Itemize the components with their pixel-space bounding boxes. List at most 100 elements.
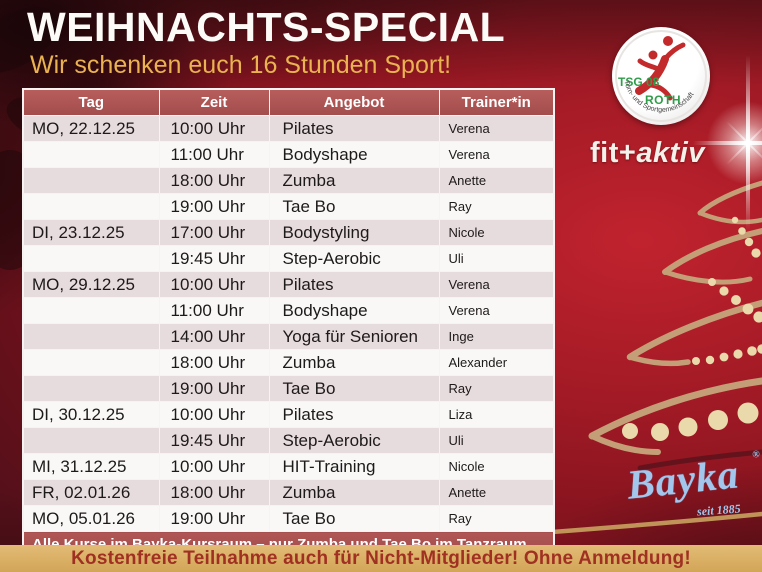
table-row: DI, 30.12.25 10:00 Uhr Pilates Liza (22, 401, 555, 428)
schedule-table: Tag Zeit Angebot Trainer*in MO, 22.12.25… (22, 88, 555, 559)
table-row: 19:45 Uhr Step-Aerobic Uli (22, 427, 555, 454)
cell-zeit: 19:45 Uhr (158, 245, 270, 272)
cell-angebot: Pilates (268, 115, 440, 142)
cell-trainer: Liza (438, 401, 555, 428)
fit-aktiv-logo: fit+aktiv (590, 137, 705, 170)
cell-tag (22, 349, 160, 376)
cell-trainer: Inge (438, 323, 555, 350)
cell-tag (22, 297, 160, 324)
cell-tag: DI, 30.12.25 (22, 401, 160, 428)
table-row: MO, 22.12.25 10:00 Uhr Pilates Verena (22, 115, 555, 142)
cell-angebot: Tae Bo (268, 375, 440, 402)
cell-trainer: Ray (438, 505, 555, 532)
fit-aktiv-prefix: fit+ (590, 137, 637, 169)
column-header-tag: Tag (22, 88, 160, 116)
table-row: 19:00 Uhr Tae Bo Ray (22, 375, 555, 402)
bayka-name: Bayka (624, 450, 742, 508)
cell-zeit: 19:00 Uhr (158, 375, 270, 402)
cell-tag: FR, 02.01.26 (22, 479, 160, 506)
cell-tag (22, 323, 160, 350)
page-title: WEIHNACHTS-SPECIAL (27, 4, 506, 50)
cell-trainer: Ray (438, 193, 555, 220)
cell-angebot: Tae Bo (268, 505, 440, 532)
cell-trainer: Ray (438, 375, 555, 402)
cell-angebot: HIT-Training (268, 453, 440, 480)
schedule-body: MO, 22.12.25 10:00 Uhr Pilates Verena 11:00 … (22, 115, 555, 532)
cell-zeit: 10:00 Uhr (158, 401, 270, 428)
cell-zeit: 18:00 Uhr (158, 167, 270, 194)
athlete-icon (635, 42, 686, 101)
cell-tag: MO, 22.12.25 (22, 115, 160, 142)
cell-trainer: Verena (438, 271, 555, 298)
cell-tag (22, 375, 160, 402)
cell-zeit: 11:00 Uhr (158, 297, 270, 324)
cell-tag: MO, 29.12.25 (22, 271, 160, 298)
cell-zeit: 18:00 Uhr (158, 479, 270, 506)
cell-tag (22, 167, 160, 194)
cell-zeit: 10:00 Uhr (158, 271, 270, 298)
cell-trainer: Alexander (438, 349, 555, 376)
registered-trademark-icon: ® (751, 448, 761, 461)
cell-zeit: 19:45 Uhr (158, 427, 270, 454)
cell-angebot: Tae Bo (268, 193, 440, 220)
cell-zeit: 11:00 Uhr (158, 141, 270, 168)
ball-icon (663, 36, 673, 46)
cell-zeit: 10:00 Uhr (158, 115, 270, 142)
cell-tag (22, 193, 160, 220)
cell-trainer: Uli (438, 427, 555, 454)
column-header-angebot: Angebot (268, 88, 440, 116)
cell-tag (22, 427, 160, 454)
table-row: 19:00 Uhr Tae Bo Ray (22, 193, 555, 220)
table-row: 11:00 Uhr Bodyshape Verena (22, 141, 555, 168)
cell-tag: DI, 23.12.25 (22, 219, 160, 246)
cell-zeit: 17:00 Uhr (158, 219, 270, 246)
page-subtitle: Wir schenken euch 16 Stunden Sport! (30, 51, 452, 79)
cell-zeit: 14:00 Uhr (158, 323, 270, 350)
fit-aktiv-suffix: aktiv (636, 137, 705, 169)
cell-zeit: 18:00 Uhr (158, 349, 270, 376)
cell-angebot: Yoga für Senioren (268, 323, 440, 350)
column-header-zeit: Zeit (158, 88, 270, 116)
cell-trainer: Anette (438, 167, 555, 194)
table-header-row: Tag Zeit Angebot Trainer*in (22, 88, 555, 116)
cell-angebot: Zumba (268, 349, 440, 376)
table-row: 18:00 Uhr Zumba Anette (22, 167, 555, 194)
cell-zeit: 19:00 Uhr (158, 505, 270, 532)
cell-trainer: Uli (438, 245, 555, 272)
cell-tag: MO, 05.01.26 (22, 505, 160, 532)
cell-angebot: Zumba (268, 479, 440, 506)
cell-angebot: Zumba (268, 167, 440, 194)
table-row: 19:45 Uhr Step-Aerobic Uli (22, 245, 555, 272)
cell-angebot: Bodyshape (268, 141, 440, 168)
bayka-since: seit 1885 (696, 501, 742, 519)
free-participation-banner: Kostenfreie Teilnahme auch für Nicht-Mit… (0, 545, 762, 572)
cell-angebot: Step-Aerobic (268, 427, 440, 454)
tsg-roth-logo-graphic: TSG 08 ROTH Turn- und Sportgemeinschaft (615, 30, 707, 122)
cell-trainer: Verena (438, 297, 555, 324)
cell-trainer: Verena (438, 141, 555, 168)
cell-tag (22, 245, 160, 272)
cell-trainer: Nicole (438, 453, 555, 480)
table-row: 11:00 Uhr Bodyshape Verena (22, 297, 555, 324)
cell-angebot: Bodystyling (268, 219, 440, 246)
tsg-roth-logo: TSG 08 ROTH Turn- und Sportgemeinschaft (612, 27, 710, 125)
table-row: MO, 05.01.26 19:00 Uhr Tae Bo Ray (22, 505, 555, 532)
cell-tag: MI, 31.12.25 (22, 453, 160, 480)
cell-angebot: Pilates (268, 401, 440, 428)
table-row: FR, 02.01.26 18:00 Uhr Zumba Anette (22, 479, 555, 506)
cell-angebot: Step-Aerobic (268, 245, 440, 272)
cell-tag (22, 141, 160, 168)
cell-trainer: Verena (438, 115, 555, 142)
cell-zeit: 10:00 Uhr (158, 453, 270, 480)
table-row: DI, 23.12.25 17:00 Uhr Bodystyling Nicole (22, 219, 555, 246)
table-row: 14:00 Uhr Yoga für Senioren Inge (22, 323, 555, 350)
cell-trainer: Nicole (438, 219, 555, 246)
cell-zeit: 19:00 Uhr (158, 193, 270, 220)
column-header-trainer: Trainer*in (438, 88, 555, 116)
cell-angebot: Bodyshape (268, 297, 440, 324)
cell-angebot: Pilates (268, 271, 440, 298)
table-row: 18:00 Uhr Zumba Alexander (22, 349, 555, 376)
table-row: MO, 29.12.25 10:00 Uhr Pilates Verena (22, 271, 555, 298)
table-row: MI, 31.12.25 10:00 Uhr HIT-Training Nicole (22, 453, 555, 480)
